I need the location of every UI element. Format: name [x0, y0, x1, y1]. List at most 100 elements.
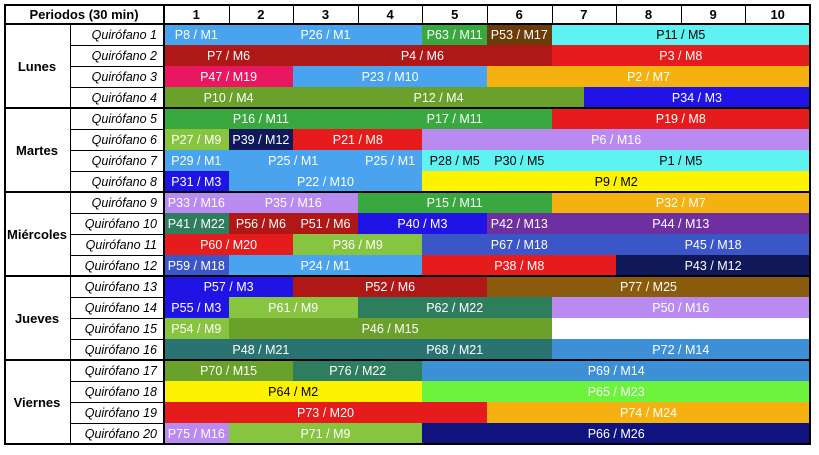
grid-line-day — [4, 107, 811, 109]
surgery-block[interactable]: P12 / M4 — [293, 87, 584, 108]
room-label: Quirófano 18 — [84, 384, 157, 399]
surgery-block[interactable]: P10 / M4 — [164, 87, 294, 108]
room-label: Quirófano 10 — [84, 216, 157, 231]
room-label: Quirófano 13 — [84, 279, 157, 294]
surgery-block[interactable]: P17 / M11 — [357, 108, 552, 129]
surgery-block[interactable]: P50 / M16 — [551, 297, 810, 318]
room-label: Quirófano 7 — [91, 153, 157, 168]
grid-line-room — [70, 87, 164, 88]
room-label: Quirófano 8 — [91, 174, 157, 189]
surgery-block[interactable]: P30 / M5 — [487, 150, 552, 171]
surgery-block[interactable]: P33 / M16 — [164, 192, 229, 213]
room-label: Quirófano 14 — [84, 300, 157, 315]
surgery-block[interactable]: P35 / M16 — [228, 192, 358, 213]
surgery-block[interactable]: P39 / M12 — [228, 129, 294, 150]
surgery-block[interactable]: P19 / M8 — [551, 108, 810, 129]
surgery-block[interactable]: P60 / M20 — [164, 234, 294, 255]
surgery-block[interactable]: P69 / M14 — [422, 360, 810, 381]
surgery-block[interactable]: P11 / M5 — [551, 24, 810, 45]
period-header: 2 — [257, 6, 265, 22]
surgery-block[interactable]: P34 / M3 — [583, 87, 810, 108]
period-header: 4 — [386, 6, 394, 22]
surgery-block[interactable]: P23 / M10 — [293, 66, 487, 87]
period-header: 7 — [580, 6, 588, 22]
surgery-block[interactable]: P31 / M3 — [164, 171, 229, 192]
surgery-block[interactable]: P27 / M9 — [164, 129, 229, 150]
grid-line-room — [70, 45, 164, 46]
day-label: Martes — [16, 142, 58, 158]
surgery-block[interactable]: P1 / M5 — [551, 150, 810, 171]
surgery-block[interactable]: P25 / M1 — [228, 150, 358, 171]
surgery-block[interactable]: P54 / M9 — [164, 318, 229, 339]
surgery-block[interactable]: P70 / M15 — [164, 360, 294, 381]
surgery-block[interactable]: P29 / M1 — [164, 150, 229, 171]
grid-line-period — [745, 4, 747, 24]
period-header: 3 — [321, 6, 330, 22]
surgery-block[interactable]: P76 / M22 — [293, 360, 423, 381]
surgery-block[interactable]: P63 / M11 — [422, 24, 487, 45]
surgery-block[interactable]: P22 / M10 — [228, 171, 423, 192]
grid-line-room — [70, 339, 164, 340]
surgery-block[interactable]: P75 / M16 — [164, 423, 229, 444]
surgery-block[interactable]: P53 / M17 — [487, 24, 552, 45]
surgery-block[interactable]: P59 / M18 — [164, 255, 229, 276]
room-label: Quirófano 11 — [85, 237, 157, 252]
surgery-block[interactable]: P61 / M9 — [228, 297, 358, 318]
surgery-block[interactable]: P3 / M8 — [551, 45, 810, 66]
surgery-block[interactable]: P8 / M1 — [164, 24, 229, 45]
surgery-block[interactable]: P4 / M6 — [293, 45, 552, 66]
surgery-block[interactable]: P46 / M15 — [228, 318, 552, 339]
surgery-block[interactable]: P2 / M7 — [487, 66, 810, 87]
grid-line-day — [4, 359, 811, 361]
surgery-block[interactable]: P77 / M25 — [487, 276, 810, 297]
surgery-block[interactable]: P43 / M12 — [616, 255, 810, 276]
surgery-block[interactable]: P66 / M26 — [422, 423, 810, 444]
day-label: Jueves — [14, 310, 60, 326]
surgery-block[interactable]: P52 / M6 — [293, 276, 487, 297]
surgery-block[interactable]: P56 / M6 — [228, 213, 294, 234]
period-header: 9 — [709, 6, 717, 22]
grid-line-day — [4, 191, 811, 193]
surgery-block[interactable]: P9 / M2 — [422, 171, 810, 192]
surgery-block[interactable]: P72 / M14 — [551, 339, 810, 360]
surgery-block[interactable]: P62 / M22 — [357, 297, 552, 318]
surgery-block[interactable]: P44 / M13 — [551, 213, 810, 234]
surgery-block[interactable]: P36 / M9 — [293, 234, 423, 255]
surgery-block[interactable]: P32 / M7 — [551, 192, 810, 213]
surgery-block[interactable]: P24 / M1 — [228, 255, 423, 276]
surgery-block[interactable]: P21 / M8 — [293, 129, 423, 150]
surgery-block[interactable]: P38 / M8 — [422, 255, 617, 276]
surgery-block[interactable]: P25 / M1 — [357, 150, 423, 171]
room-label: Quirófano 12 — [84, 258, 157, 273]
surgery-block[interactable]: P51 / M6 — [293, 213, 358, 234]
surgery-block[interactable]: P68 / M21 — [357, 339, 552, 360]
surgery-block[interactable]: P28 / M5 — [422, 150, 487, 171]
surgery-block[interactable]: P73 / M20 — [164, 402, 487, 423]
surgery-block[interactable]: P16 / M11 — [164, 108, 358, 129]
surgery-block[interactable]: P41 / M22 — [164, 213, 229, 234]
surgery-block[interactable]: P67 / M18 — [422, 234, 617, 255]
surgery-block[interactable]: P26 / M1 — [228, 24, 423, 45]
surgery-block[interactable]: P57 / M3 — [164, 276, 294, 297]
surgery-block[interactable]: P47 / M19 — [164, 66, 294, 87]
surgery-block[interactable]: P64 / M2 — [164, 381, 423, 402]
surgery-block[interactable]: P42 / M13 — [487, 213, 552, 234]
surgery-block[interactable]: P65 / M23 — [422, 381, 810, 402]
grid-line-period — [293, 4, 295, 24]
surgery-block[interactable]: P6 / M16 — [422, 129, 810, 150]
day-label: Viernes — [13, 394, 61, 410]
grid-line-right — [809, 4, 811, 444]
surgery-block[interactable]: P40 / M3 — [357, 213, 487, 234]
surgery-block[interactable]: P48 / M21 — [164, 339, 358, 360]
surgery-block[interactable]: P71 / M9 — [228, 423, 423, 444]
surgery-block[interactable]: P74 / M24 — [487, 402, 810, 423]
grid-line-period — [422, 4, 424, 24]
surgery-block[interactable]: P55 / M3 — [164, 297, 229, 318]
grid-line-left — [4, 4, 6, 444]
surgery-block[interactable]: P15 / M11 — [357, 192, 552, 213]
grid-line-room — [70, 381, 164, 382]
surgery-block[interactable]: P7 / M6 — [164, 45, 294, 66]
surgery-block[interactable]: P45 / M18 — [616, 234, 810, 255]
grid-line-day — [4, 275, 811, 277]
